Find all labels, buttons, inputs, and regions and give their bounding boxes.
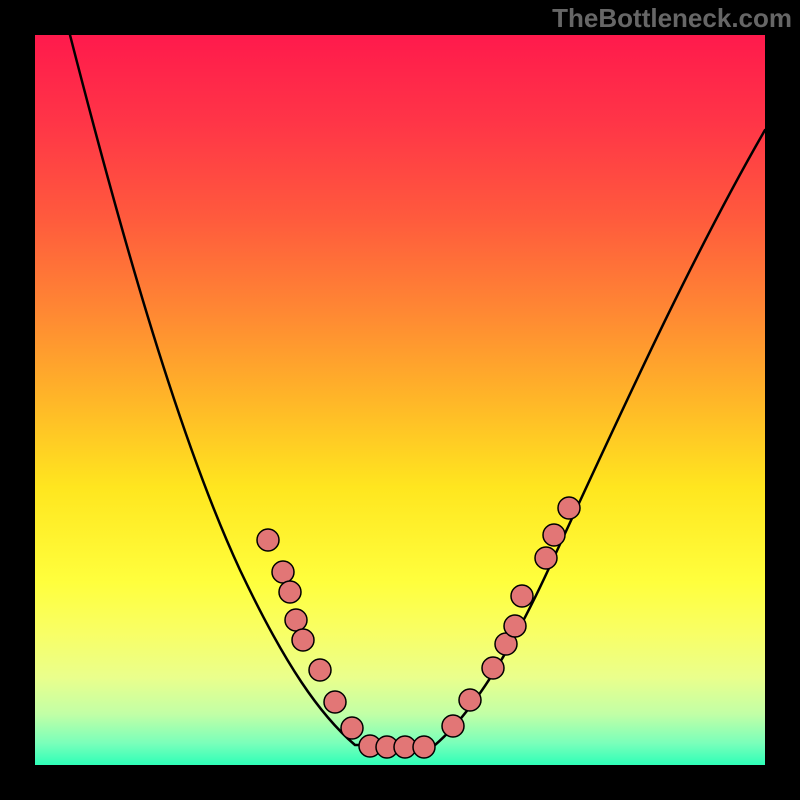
data-marker [482, 657, 504, 679]
data-marker [504, 615, 526, 637]
data-marker [324, 691, 346, 713]
data-marker [285, 609, 307, 631]
data-marker [309, 659, 331, 681]
curve-layer [0, 0, 800, 800]
data-marker [543, 524, 565, 546]
chart-container: TheBottleneck.com [0, 0, 800, 800]
data-marker [535, 547, 557, 569]
data-marker [257, 529, 279, 551]
data-marker [292, 629, 314, 651]
data-marker [558, 497, 580, 519]
data-marker [442, 715, 464, 737]
data-marker [279, 581, 301, 603]
watermark-text: TheBottleneck.com [552, 3, 792, 34]
data-marker [511, 585, 533, 607]
marker-group [257, 497, 580, 758]
data-marker [459, 689, 481, 711]
data-marker [341, 717, 363, 739]
data-marker [272, 561, 294, 583]
data-marker [413, 736, 435, 758]
bottleneck-curve [70, 35, 765, 745]
